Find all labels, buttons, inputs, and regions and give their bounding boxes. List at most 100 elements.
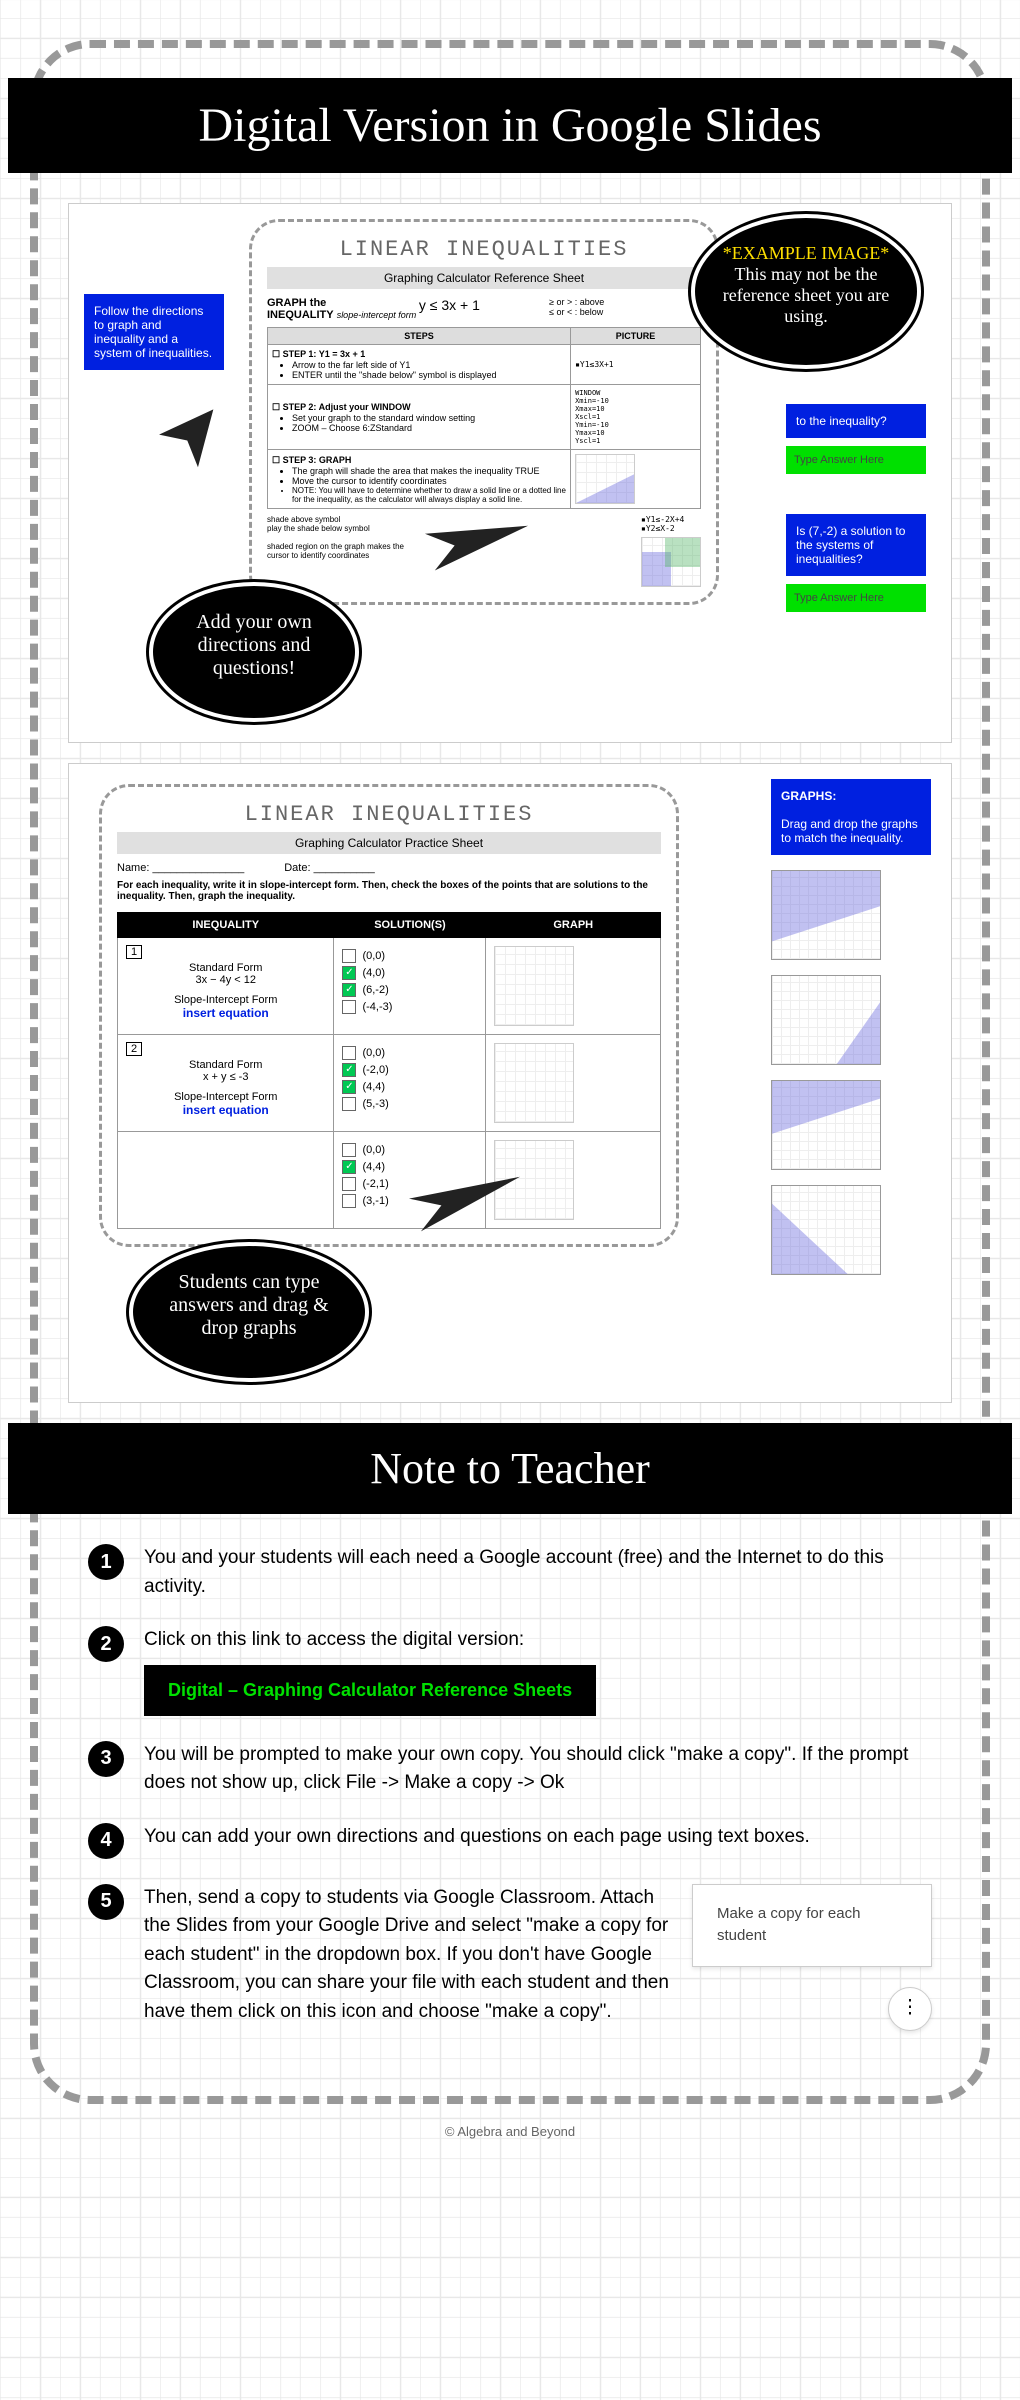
table-row: 1 Standard Form3x − 4y < 12 Slope-Interc… (118, 938, 661, 1035)
note-number: 1 (88, 1544, 124, 1580)
practice-title: LINEAR INEQUALITIES (117, 802, 661, 827)
checkbox[interactable]: ✓ (342, 983, 356, 997)
si-label: Slope-Intercept Form (174, 1091, 277, 1103)
note-number: 3 (88, 1741, 124, 1777)
note-text: Click on this link to access the digital… (144, 1629, 524, 1650)
step2-b: ZOOM – Choose 6:ZStandard (292, 423, 566, 433)
std-eq: 3x − 4y < 12 (195, 974, 256, 986)
graph-label: GRAPH the (267, 297, 326, 309)
point: (4,4) (362, 1161, 385, 1173)
answer-field-2[interactable]: Type Answer Here (786, 584, 926, 612)
std-label: Standard Form (189, 962, 262, 974)
example-text: This may not be the reference sheet you … (715, 264, 897, 327)
callout-example-image: *EXAMPLE IMAGE* This may not be the refe… (691, 214, 921, 369)
calc-display: ▪Y1≤3X+1 (571, 345, 701, 385)
more-options-icon[interactable]: ⋮ (888, 1987, 932, 2031)
step3-a: The graph will shade the area that makes… (292, 466, 566, 476)
step2-title: STEP 2: Adjust your WINDOW (283, 402, 411, 412)
checkbox[interactable] (342, 1097, 356, 1111)
side-panel-2: GRAPHS: Drag and drop the graphs to matc… (771, 779, 921, 1290)
picture-header: PICTURE (571, 328, 701, 345)
note-text: Then, send a copy to students via Google… (144, 1884, 672, 2031)
checkbox[interactable]: ✓ (342, 1160, 356, 1174)
make-copy-button[interactable]: Make a copy for each student (692, 1884, 932, 1967)
example-equation: y ≤ 3x + 1 (419, 297, 549, 321)
graph-cell[interactable] (494, 946, 574, 1026)
checkbox[interactable] (342, 1194, 356, 1208)
graphs-instruction: Drag and drop the graphs to match the in… (781, 817, 918, 845)
insert-equation[interactable]: insert equation (183, 1006, 269, 1020)
example-title: *EXAMPLE IMAGE* (715, 243, 897, 264)
checkbox[interactable] (342, 1177, 356, 1191)
point: (4,0) (362, 967, 385, 979)
point: (4,4) (362, 1081, 385, 1093)
note-item-1: 1 You and your students will each need a… (88, 1544, 932, 1601)
point: (-4,-3) (362, 1001, 392, 1013)
sys2: ▪Y2≤X-2 (641, 524, 675, 533)
slide-preview-2: LINEAR INEQUALITIES Graphing Calculator … (68, 763, 952, 1403)
col-inequality: INEQUALITY (118, 913, 334, 938)
banner-note-teacher: Note to Teacher (8, 1423, 1012, 1514)
practice-subtitle: Graphing Calculator Practice Sheet (117, 832, 661, 854)
draggable-graph[interactable] (771, 1080, 881, 1170)
practice-table: INEQUALITYSOLUTION(S)GRAPH 1 Standard Fo… (117, 912, 661, 1229)
step3-b: Move the cursor to identify coordinates (292, 476, 566, 486)
point: (0,0) (362, 1144, 385, 1156)
graphs-instruction-box: GRAPHS: Drag and drop the graphs to matc… (771, 779, 931, 855)
note-number: 2 (88, 1626, 124, 1662)
std-label: Standard Form (189, 1059, 262, 1071)
ineq-label: INEQUALITY (267, 309, 334, 321)
answer-field-1[interactable]: Type Answer Here (786, 446, 926, 474)
sys1: ▪Y1≤-2X+4 (641, 515, 684, 524)
draggable-graph[interactable] (771, 975, 881, 1065)
name-label: Name: (117, 862, 149, 874)
note-number: 5 (88, 1884, 124, 1920)
checkbox[interactable]: ✓ (342, 1063, 356, 1077)
std-eq: x + y ≤ -3 (203, 1071, 248, 1083)
checkbox[interactable] (342, 949, 356, 963)
point: (-2,0) (362, 1064, 388, 1076)
insert-equation[interactable]: insert equation (183, 1103, 269, 1117)
step1-a: Arrow to the far left side of Y1 (292, 360, 566, 370)
col-solutions: SOLUTION(S) (334, 913, 486, 938)
checkbox[interactable] (342, 1143, 356, 1157)
checkbox[interactable]: ✓ (342, 966, 356, 980)
note-number: 4 (88, 1823, 124, 1859)
callout-add-directions: Add your own directions and questions! (149, 582, 359, 722)
banner-digital-version: Digital Version in Google Slides (8, 78, 1012, 173)
checkbox[interactable]: ✓ (342, 1080, 356, 1094)
col-graph: GRAPH (486, 913, 661, 938)
point: (-2,1) (362, 1178, 388, 1190)
callout-students-type: Students can type answers and drag & dro… (129, 1242, 369, 1382)
point: (0,0) (362, 1047, 385, 1059)
note-text: You can add your own directions and ques… (144, 1823, 932, 1852)
rule-below: ≤ or < : below (549, 307, 701, 317)
table-row: (0,0) ✓ (4,4) (-2,1) (3,-1) (118, 1132, 661, 1229)
note-item-2: 2 Click on this link to access the digit… (88, 1626, 932, 1716)
steps-header: STEPS (268, 328, 571, 345)
main-frame: Digital Version in Google Slides Follow … (30, 40, 990, 2104)
note-item-3: 3 You will be prompted to make your own … (88, 1741, 932, 1798)
step2-a: Set your graph to the standard window se… (292, 413, 566, 423)
doc-title: LINEAR INEQUALITIES (267, 237, 701, 262)
page-container: Digital Version in Google Slides Follow … (0, 40, 1020, 2159)
digital-link[interactable]: Digital – Graphing Calculator Reference … (144, 1665, 596, 1716)
row-num: 1 (126, 945, 142, 959)
practice-instructions: For each inequality, write it in slope-i… (117, 880, 661, 902)
arrow-icon: ➤ (135, 375, 249, 486)
date-label: Date: (284, 862, 310, 874)
graphs-label: GRAPHS: (781, 789, 836, 803)
side-panel-1: to the inequality? Type Answer Here Is (… (786, 404, 936, 612)
doc-subtitle: Graphing Calculator Reference Sheet (267, 267, 701, 289)
graph-cell[interactable] (494, 1043, 574, 1123)
table-row: 2 Standard Formx + y ≤ -3 Slope-Intercep… (118, 1035, 661, 1132)
draggable-graph[interactable] (771, 870, 881, 960)
point: (0,0) (362, 950, 385, 962)
practice-sheet: LINEAR INEQUALITIES Graphing Calculator … (99, 784, 679, 1247)
point: (3,-1) (362, 1195, 388, 1207)
step1-title: STEP 1: Y1 = 3x + 1 (283, 349, 366, 359)
checkbox[interactable] (342, 1046, 356, 1060)
step3-title: STEP 3: GRAPH (283, 455, 352, 465)
draggable-graph[interactable] (771, 1185, 881, 1275)
checkbox[interactable] (342, 1000, 356, 1014)
